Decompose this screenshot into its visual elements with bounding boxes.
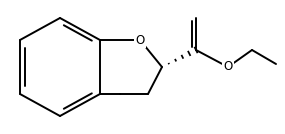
- Text: O: O: [223, 60, 233, 74]
- Text: O: O: [135, 34, 144, 46]
